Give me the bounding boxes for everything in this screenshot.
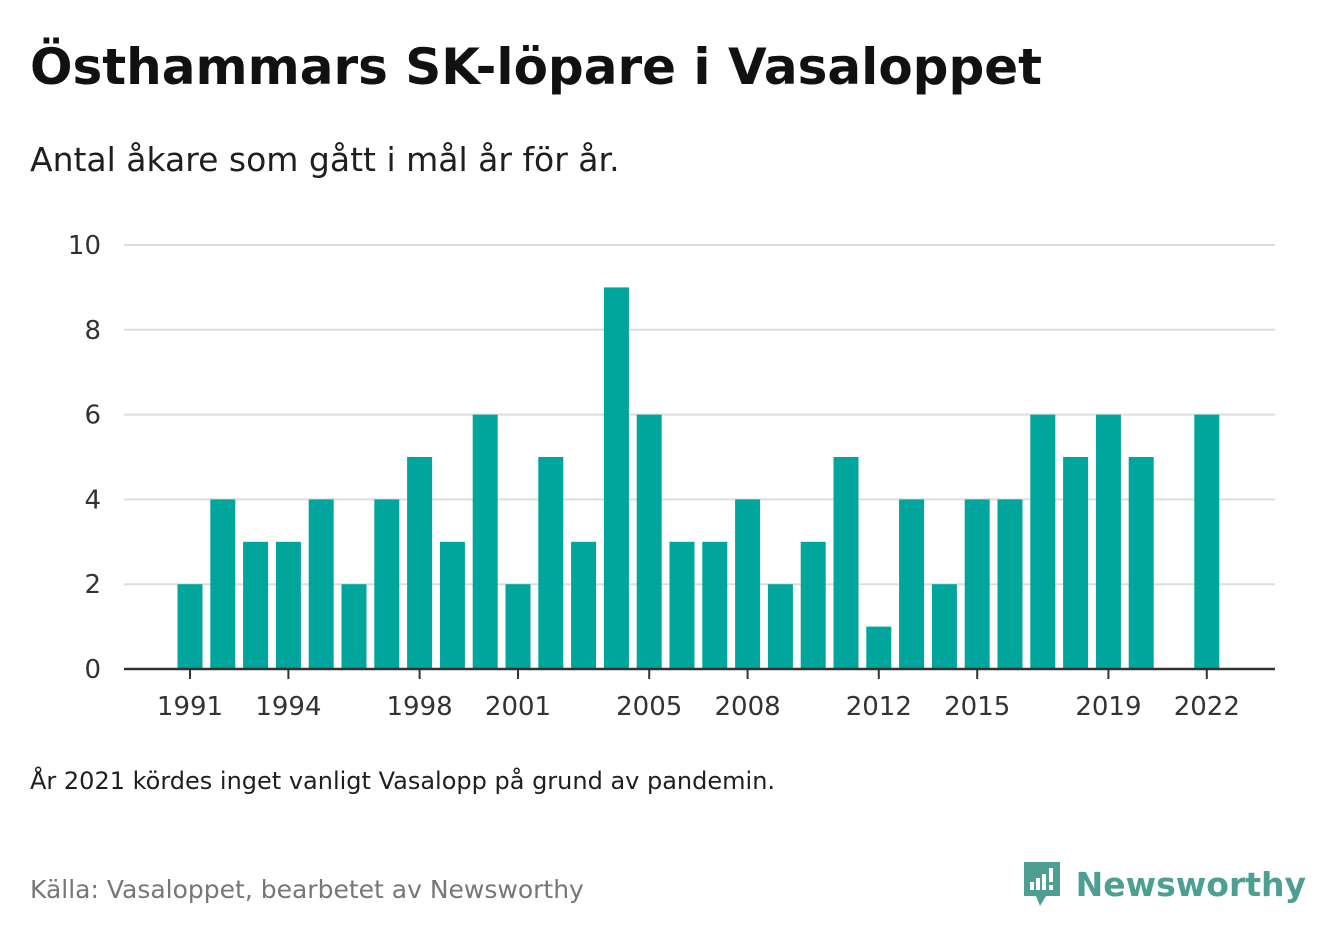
bar-1993 (243, 541, 269, 669)
x-tick-label: 1991 (157, 692, 223, 722)
source-text: Källa: Vasaloppet, bearbetet av Newswort… (30, 875, 584, 904)
bar-2006 (669, 541, 695, 669)
axes: 0 2 4 6 8 10 1991 1994 1998 2001 2005 2008 2012 2015 2… (68, 231, 1275, 722)
bar-2013 (899, 499, 925, 669)
bar-2000 (472, 414, 498, 669)
bar-1999 (439, 541, 465, 669)
x-tick-label: 1998 (387, 692, 453, 722)
bar-2003 (571, 541, 597, 669)
bar-1998 (407, 457, 433, 669)
y-tick-label: 4 (84, 485, 101, 515)
bar-2008 (735, 499, 761, 669)
bar-2014 (931, 584, 957, 669)
x-tick-label: 2005 (616, 692, 682, 722)
x-tick-label: 2008 (715, 692, 781, 722)
bar-1996 (341, 584, 367, 669)
bar-2017 (1030, 414, 1056, 669)
bar-2012 (866, 626, 892, 669)
y-tick-label: 6 (84, 401, 101, 431)
chart-title: Östhammars SK-löpare i Vasaloppet (30, 38, 1043, 96)
bar-2018 (1063, 457, 1089, 669)
bar-2004 (603, 287, 629, 669)
x-tick-label: 2019 (1075, 692, 1141, 722)
bar-1994 (275, 541, 301, 669)
bar-2022 (1194, 414, 1220, 669)
bars (177, 287, 1220, 669)
bar-1992 (210, 499, 236, 669)
bar-2005 (636, 414, 662, 669)
bar-2015 (964, 499, 990, 669)
x-tick-label: 2022 (1174, 692, 1240, 722)
bar-1991 (177, 584, 203, 669)
chart-subtitle: Antal åkare som gått i mål år för år. (30, 140, 620, 179)
x-tick-label: 2001 (485, 692, 551, 722)
x-tick-label: 2015 (944, 692, 1010, 722)
footnote: År 2021 kördes inget vanligt Vasalopp på… (30, 767, 776, 795)
bar-2002 (538, 457, 564, 669)
bar-2010 (800, 541, 826, 669)
brand-name: Newsworthy (1075, 864, 1306, 904)
bar-2016 (997, 499, 1023, 669)
bar-1995 (308, 499, 334, 669)
bar-2009 (767, 584, 793, 669)
y-tick-label: 8 (84, 316, 101, 346)
brand-logo: Newsworthy (1022, 860, 1306, 908)
y-tick-label: 0 (84, 655, 101, 685)
bar-2019 (1095, 414, 1121, 669)
bar-2011 (833, 457, 859, 669)
bar-2020 (1128, 457, 1154, 669)
y-tick-label: 10 (68, 231, 101, 261)
bar-2007 (702, 541, 728, 669)
bar-chart: 0 2 4 6 8 10 1991 1994 1998 2001 2005 2008 2012 2015 2… (68, 231, 1275, 722)
newsworthy-logo-icon (1023, 862, 1060, 906)
y-tick-label: 2 (84, 570, 101, 600)
bar-2001 (505, 584, 531, 669)
bar-1997 (374, 499, 400, 669)
x-tick-label: 1994 (255, 692, 321, 722)
x-tick-label: 2012 (846, 692, 912, 722)
